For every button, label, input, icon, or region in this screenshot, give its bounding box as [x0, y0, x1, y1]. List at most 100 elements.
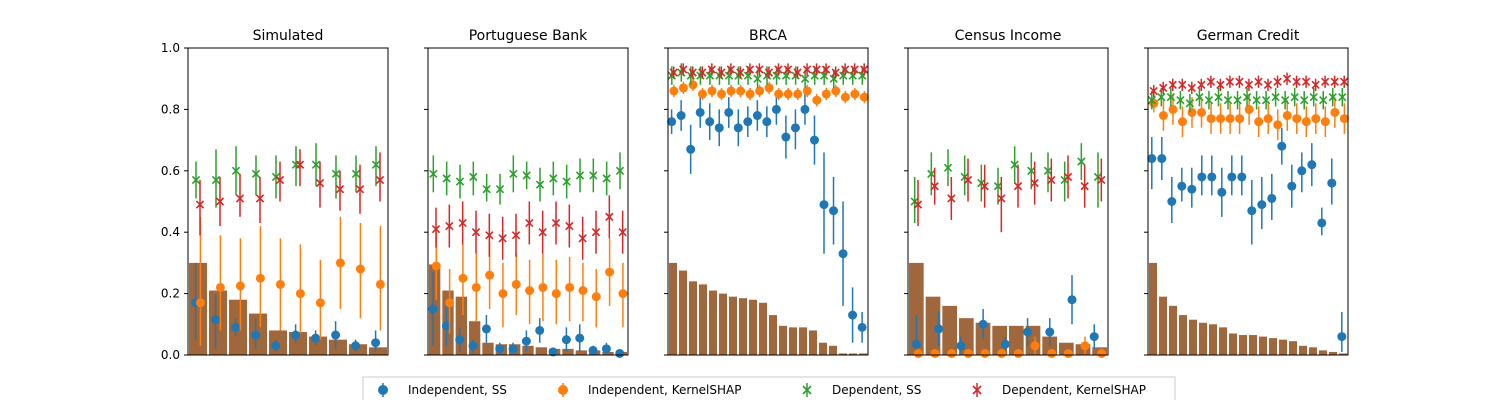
point-independent-kernelshap	[1244, 104, 1254, 114]
importance-bar	[329, 339, 347, 355]
importance-bar	[1209, 324, 1217, 355]
point-dependent-kernelshap	[860, 65, 869, 74]
point-dependent-kernelshap	[551, 218, 561, 228]
point-independent-kernelshap	[1330, 107, 1340, 117]
point-independent-kernelshap	[445, 298, 455, 308]
point-independent-ss	[495, 344, 505, 354]
point-dependent-kernelshap	[947, 194, 956, 203]
legend-label-independent-kernelshap: Independent, KernelSHAP	[588, 383, 741, 397]
legend-frame	[362, 376, 1176, 400]
point-independent-ss	[762, 117, 772, 127]
point-independent-ss	[1000, 339, 1010, 349]
importance-bar	[789, 327, 797, 355]
importance-bar	[729, 296, 737, 355]
point-independent-ss	[1307, 160, 1317, 170]
point-dependent-ss	[1280, 96, 1290, 105]
point-dependent-kernelshap	[930, 181, 939, 191]
point-dependent-kernelshap	[913, 200, 923, 209]
importance-bar	[469, 321, 481, 355]
point-independent-kernelshap	[431, 261, 441, 271]
axes-frame	[667, 47, 869, 356]
point-independent-kernelshap	[511, 279, 521, 289]
point-dependent-ss	[429, 169, 438, 179]
point-independent-kernelshap	[802, 86, 812, 96]
importance-bar	[839, 353, 847, 355]
point-dependent-kernelshap	[997, 194, 1006, 203]
point-independent-ss	[686, 144, 696, 154]
point-dependent-kernelshap	[511, 231, 521, 240]
point-dependent-ss	[943, 163, 953, 172]
legend-entry-dependent-kernelshap: Dependent, KernelSHAP	[972, 383, 1146, 397]
point-dependent-ss	[549, 174, 558, 183]
point-dependent-kernelshap	[1225, 77, 1235, 86]
point-independent-kernelshap	[1263, 114, 1273, 124]
y-tick-label: 0.0	[161, 348, 180, 362]
point-independent-kernelshap	[1273, 120, 1283, 130]
point-independent-kernelshap	[1339, 114, 1349, 124]
point-independent-ss	[1157, 154, 1167, 164]
importance-bar	[1009, 325, 1024, 355]
importance-bar	[699, 284, 707, 355]
point-dependent-ss	[191, 175, 201, 185]
point-independent-kernelshap	[812, 95, 822, 105]
importance-bar	[1329, 351, 1337, 355]
point-independent-kernelshap	[980, 348, 990, 358]
point-dependent-kernelshap	[485, 231, 494, 240]
point-dependent-kernelshap	[755, 65, 764, 74]
point-dependent-kernelshap	[1206, 77, 1216, 86]
importance-bar	[1249, 335, 1257, 356]
point-independent-kernelshap	[678, 83, 688, 93]
point-independent-ss	[809, 135, 819, 145]
importance-bar	[925, 296, 941, 355]
point-dependent-kernelshap	[1330, 77, 1339, 86]
importance-bar	[1149, 262, 1157, 355]
point-independent-kernelshap	[618, 289, 628, 299]
importance-bar	[1179, 315, 1187, 355]
point-dependent-ss	[1261, 96, 1271, 105]
point-dependent-ss	[1290, 92, 1299, 102]
point-independent-ss	[1287, 181, 1297, 191]
importance-bar	[1189, 319, 1197, 355]
importance-bar	[482, 342, 494, 355]
point-independent-kernelshap	[1225, 114, 1235, 124]
point-dependent-kernelshap	[840, 65, 850, 74]
point-dependent-kernelshap	[1080, 181, 1089, 191]
point-independent-kernelshap	[538, 282, 548, 292]
point-independent-ss	[351, 341, 361, 351]
point-dependent-ss	[351, 169, 361, 179]
legend-label-dependent-ss: Dependent, SS	[832, 383, 921, 397]
point-independent-ss	[1267, 193, 1277, 203]
point-independent-ss	[911, 339, 921, 349]
point-dependent-ss	[1223, 96, 1233, 105]
axes-frame	[907, 47, 1109, 356]
y-tick-label: 1.0	[161, 41, 180, 55]
point-dependent-ss	[1077, 157, 1086, 166]
point-dependent-kernelshap	[565, 221, 574, 231]
importance-bar	[602, 351, 614, 355]
importance-bar	[1289, 341, 1297, 355]
y-tick-label: 0.2	[161, 287, 180, 301]
legend-entry-dependent-ss: Dependent, SS	[802, 383, 921, 397]
point-dependent-kernelshap	[1097, 175, 1106, 185]
point-dependent-kernelshap	[812, 65, 821, 74]
point-dependent-kernelshap	[538, 228, 547, 237]
legend-circle-icon	[378, 385, 388, 395]
importance-bar	[1299, 345, 1307, 355]
point-dependent-kernelshap	[295, 160, 305, 169]
point-dependent-ss	[371, 160, 381, 169]
point-independent-kernelshap	[551, 289, 561, 299]
point-independent-ss	[1227, 172, 1237, 182]
point-dependent-kernelshap	[707, 65, 716, 74]
point-independent-ss	[291, 330, 301, 340]
point-independent-ss	[752, 111, 762, 121]
importance-bar	[1159, 296, 1167, 355]
importance-bar	[859, 353, 867, 355]
point-dependent-kernelshap	[669, 68, 678, 77]
importance-bar	[759, 302, 767, 355]
point-dependent-kernelshap	[431, 224, 441, 234]
importance-bar	[189, 262, 207, 355]
point-independent-ss	[829, 206, 839, 216]
chart-panel: Census Income	[904, 28, 1109, 358]
point-dependent-kernelshap	[458, 218, 467, 228]
panel-title: Portuguese Bank	[469, 28, 588, 44]
